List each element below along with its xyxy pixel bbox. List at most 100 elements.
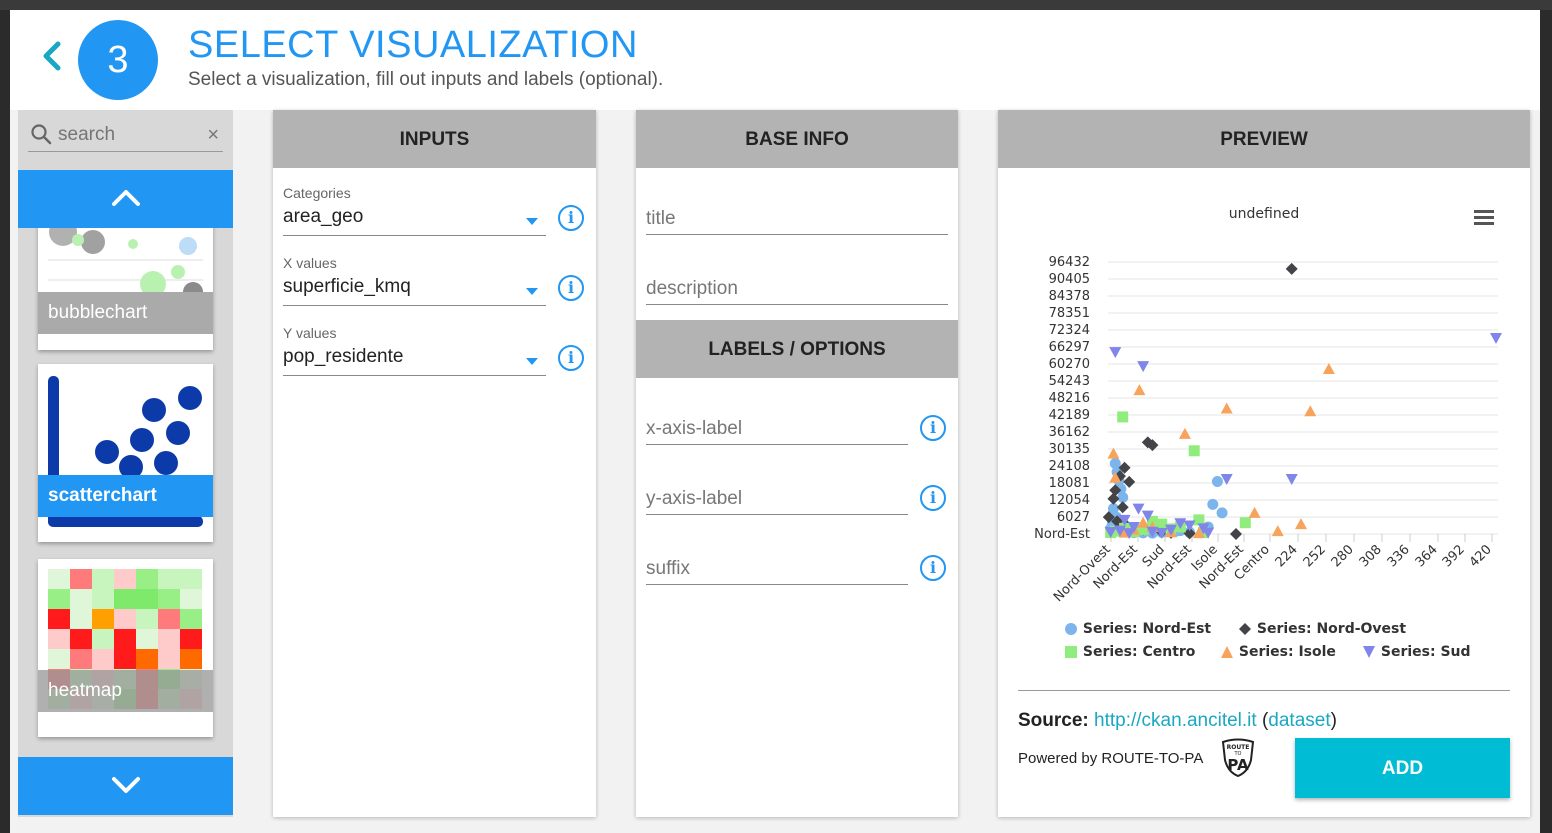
data-point[interactable] [1118, 461, 1131, 474]
data-point[interactable] [1220, 402, 1233, 414]
data-point[interactable] [1116, 501, 1129, 514]
data-point[interactable] [1239, 517, 1251, 529]
data-point[interactable] [1188, 445, 1200, 457]
data-point[interactable] [1193, 514, 1205, 526]
data-point[interactable] [1123, 475, 1136, 488]
data-point[interactable] [1183, 520, 1196, 532]
data-point[interactable] [1285, 262, 1298, 275]
data-point[interactable] [1137, 361, 1150, 373]
x-values-select[interactable]: superficie_kmq [283, 276, 546, 306]
suffix-input[interactable] [646, 553, 908, 585]
y-tick-label: Nord-Est [1034, 527, 1090, 542]
data-point[interactable] [1118, 514, 1131, 526]
data-point[interactable] [1490, 332, 1502, 344]
data-point[interactable] [1220, 473, 1233, 485]
x-tick-label: 252 [1301, 542, 1329, 570]
y-values-info-icon[interactable]: i [558, 345, 584, 371]
data-point[interactable] [1165, 524, 1177, 536]
data-point[interactable] [1117, 411, 1129, 423]
y-axis-label-input[interactable] [646, 483, 908, 515]
card-bubblechart[interactable]: bubblechart [38, 228, 213, 350]
chart-menu-icon[interactable] [1474, 210, 1494, 225]
x-axis-label-info-icon[interactable]: i [920, 415, 946, 441]
suffix-info-icon[interactable]: i [920, 555, 946, 581]
x-tick-label: 420 [1467, 542, 1495, 570]
data-point[interactable] [1107, 503, 1119, 515]
chart-title: undefined [1229, 206, 1299, 222]
preview-panel: PREVIEW undefined Nord-Est 6027 12054 18081… [998, 110, 1530, 817]
preview-heading: PREVIEW [998, 110, 1530, 168]
data-point[interactable] [1146, 439, 1159, 452]
data-point[interactable] [1295, 518, 1307, 530]
card-heatmap[interactable]: heatmap [38, 559, 213, 737]
categories-info-icon[interactable]: i [558, 205, 584, 231]
data-point[interactable] [1216, 507, 1228, 519]
data-point[interactable] [1127, 521, 1140, 533]
inputs-heading: INPUTS [273, 110, 596, 168]
data-point[interactable] [1183, 527, 1196, 540]
categories-select[interactable]: area_geo [283, 206, 546, 236]
y-tick-label: 60270 [1049, 357, 1090, 372]
y-tick-label: 12054 [1049, 493, 1090, 508]
scroll-down-button[interactable] [18, 757, 233, 815]
y-tick-label: 96432 [1049, 255, 1090, 270]
data-point[interactable] [1285, 473, 1298, 485]
data-point[interactable] [1146, 526, 1159, 538]
chevron-down-icon [112, 777, 140, 793]
data-point[interactable] [1141, 510, 1154, 522]
scatter-chart: undefined Nord-Est 6027 12054 18081 24108 301… [1034, 206, 1502, 605]
data-point[interactable] [1192, 527, 1205, 539]
data-point[interactable] [1322, 362, 1335, 374]
card-scatterchart[interactable]: scatterchart [38, 364, 213, 542]
legend-item-centro[interactable]: Series: Centro [1064, 644, 1195, 660]
data-point[interactable] [1304, 405, 1317, 417]
clear-search-icon[interactable]: × [207, 124, 219, 146]
data-point[interactable] [1207, 498, 1219, 510]
y-axis-label-info-icon[interactable]: i [920, 485, 946, 511]
data-point[interactable] [1107, 447, 1120, 459]
data-point[interactable] [1102, 511, 1115, 524]
data-point[interactable] [1178, 427, 1191, 439]
data-point[interactable] [1109, 484, 1122, 497]
x-axis-label-input[interactable] [646, 413, 908, 445]
data-point[interactable] [1109, 471, 1122, 483]
data-point[interactable] [1156, 518, 1168, 530]
x-values-label: X values [283, 255, 337, 271]
data-point[interactable] [1107, 492, 1120, 505]
y-values-select[interactable]: pop_residente [283, 346, 546, 376]
data-point[interactable] [1155, 527, 1168, 539]
data-point[interactable] [1137, 516, 1150, 528]
y-tick-label: 30135 [1049, 442, 1090, 457]
data-point[interactable] [1123, 528, 1136, 540]
data-point[interactable] [1109, 457, 1121, 469]
route-to-pa-logo: ROUTE TO PA [1221, 738, 1255, 778]
dataset-link[interactable]: dataset [1268, 710, 1331, 731]
source-link[interactable]: http://ckan.ancitel.it [1094, 710, 1257, 731]
add-button[interactable]: ADD [1295, 738, 1510, 798]
data-point[interactable] [1117, 491, 1129, 503]
data-point[interactable] [1202, 527, 1215, 539]
data-point[interactable] [1141, 436, 1154, 449]
x-values-info-icon[interactable]: i [558, 275, 584, 301]
legend-label: Series: Centro [1082, 644, 1196, 660]
legend-item-isole[interactable]: Series: Isole [1220, 644, 1336, 660]
legend-item-sud[interactable]: Series: Sud [1362, 644, 1471, 660]
data-point[interactable] [1271, 525, 1284, 537]
data-point[interactable] [1230, 528, 1242, 540]
data-point[interactable] [1174, 518, 1187, 530]
y-tick-label: 24108 [1049, 459, 1090, 474]
search-input[interactable] [58, 122, 198, 148]
data-point[interactable] [1104, 527, 1117, 539]
data-point[interactable] [1248, 506, 1261, 518]
title-input[interactable] [646, 203, 948, 235]
data-point[interactable] [1109, 347, 1122, 359]
data-point[interactable] [1132, 503, 1145, 515]
scroll-up-button[interactable] [18, 170, 233, 228]
divider [1018, 690, 1510, 691]
data-point[interactable] [1211, 476, 1223, 488]
back-button[interactable] [36, 36, 66, 76]
description-input[interactable] [646, 273, 948, 305]
data-point[interactable] [1133, 384, 1146, 396]
data-point[interactable] [1137, 524, 1149, 536]
data-point[interactable] [1113, 525, 1126, 537]
